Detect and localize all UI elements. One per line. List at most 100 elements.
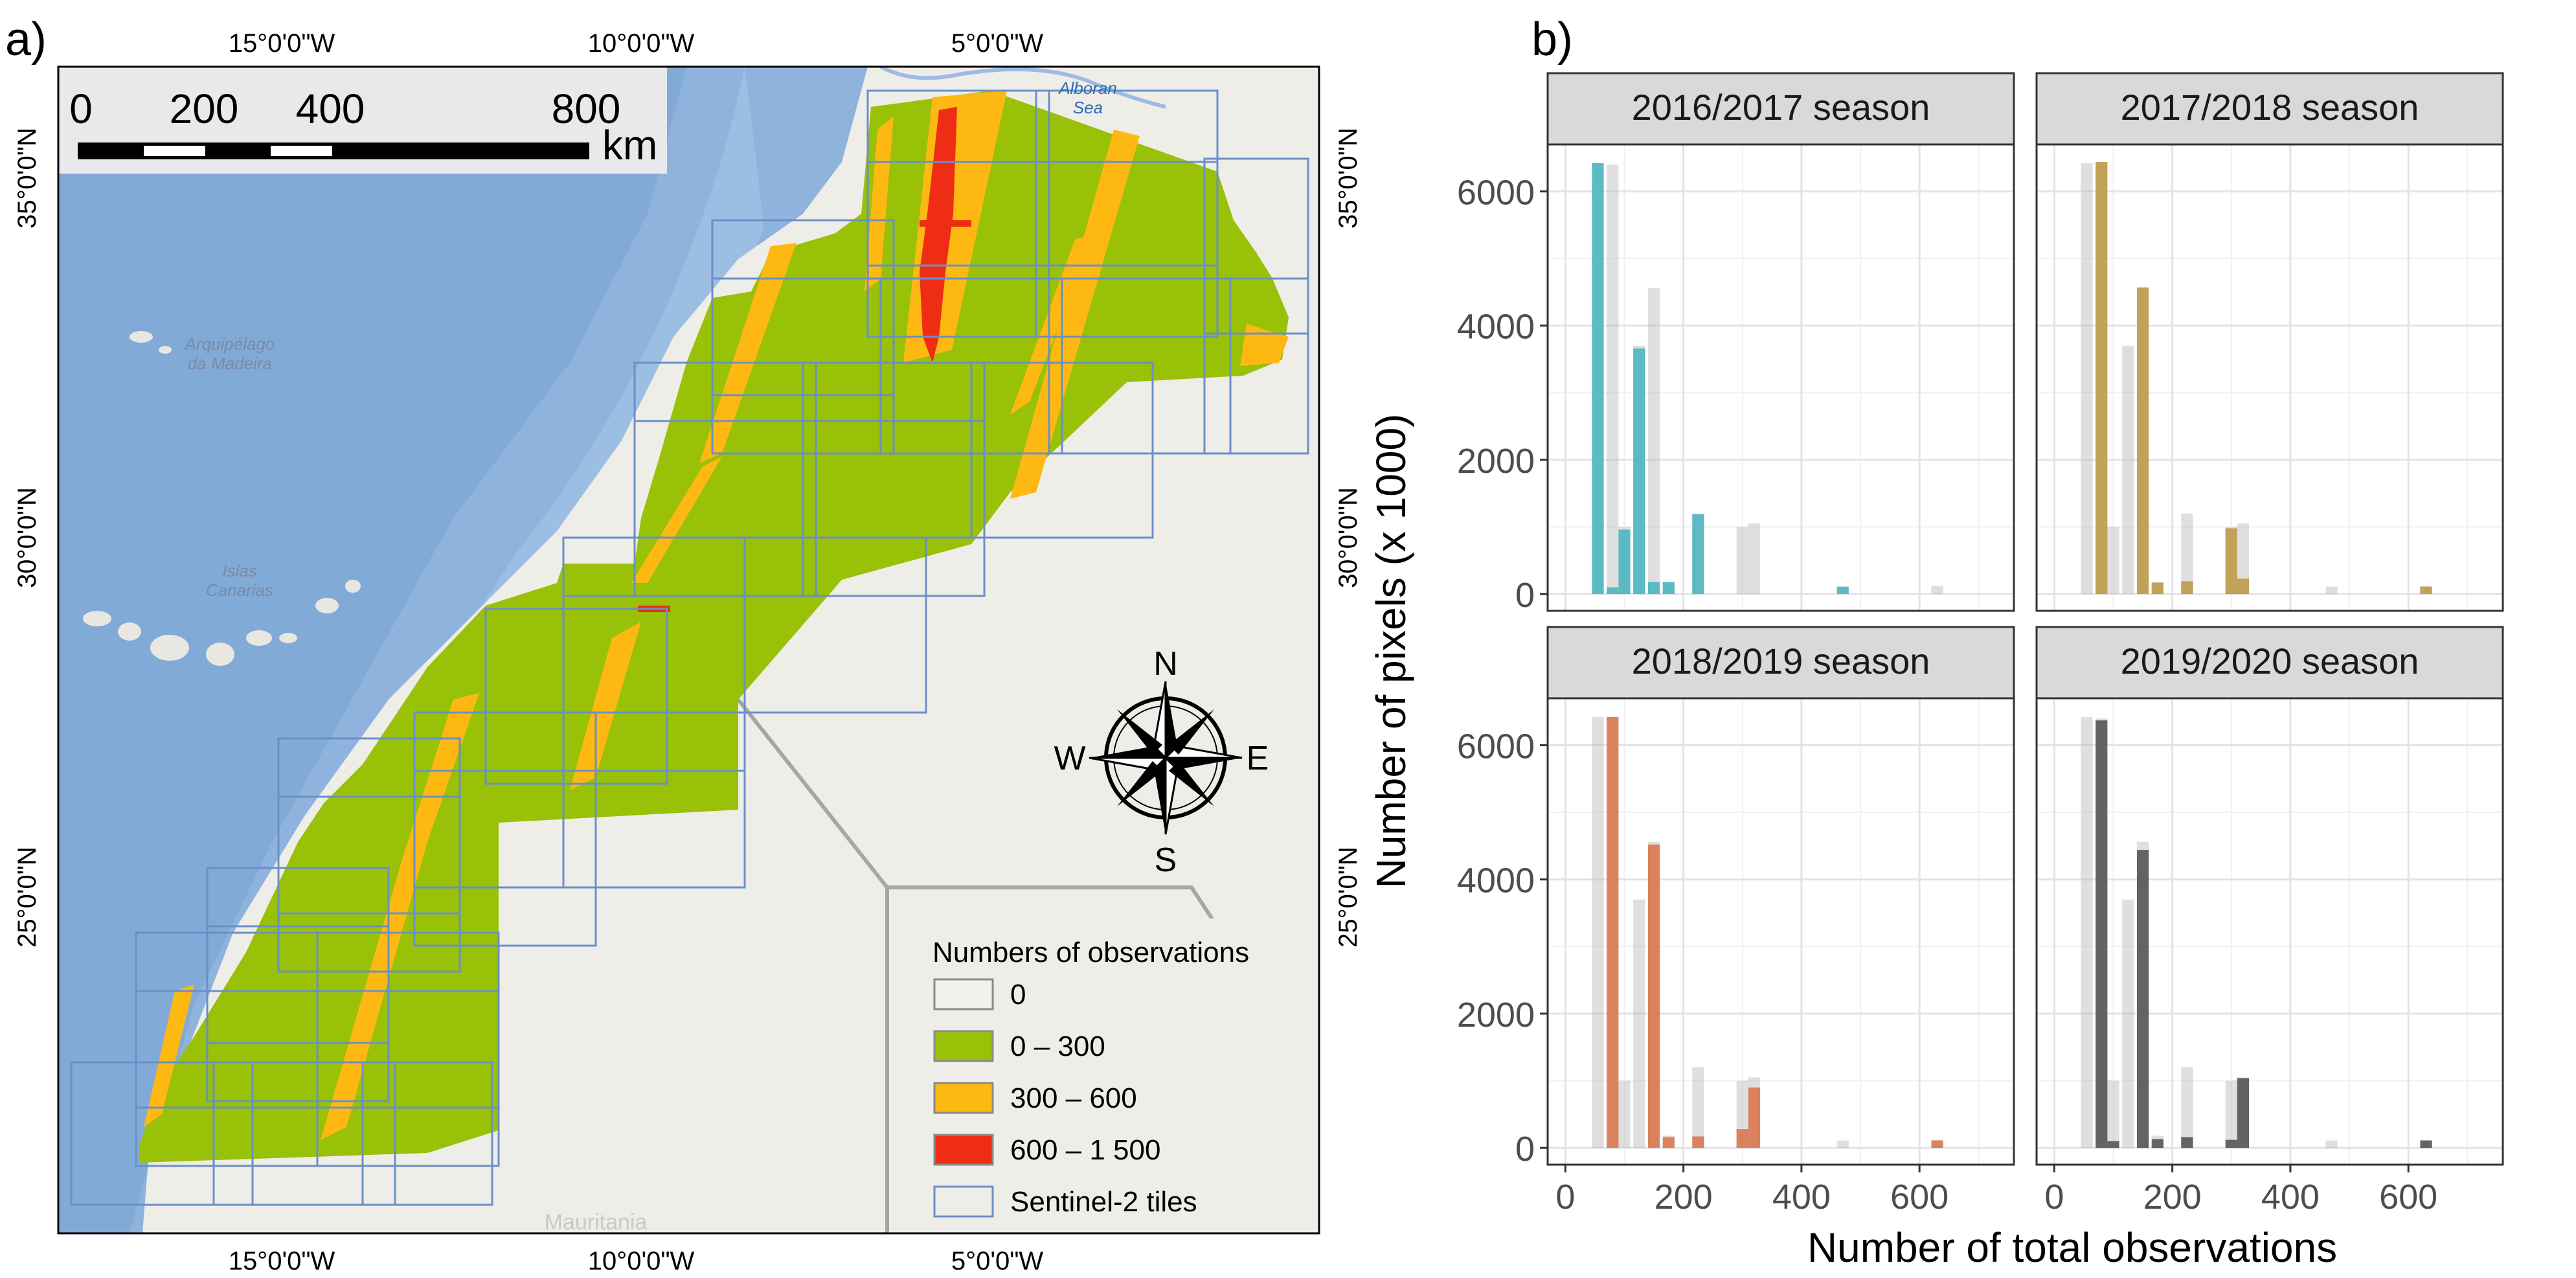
facet-title: 2016/2017 season — [1632, 87, 1930, 128]
x-tick-label: 200 — [2143, 1178, 2202, 1216]
bar-background — [2325, 1140, 2338, 1148]
facet-2: 2017/2018 season — [2035, 72, 2504, 612]
facet-strip — [2035, 72, 2504, 146]
bar-background — [1736, 527, 1748, 595]
legend-label: 0 — [1010, 979, 1026, 1010]
map-border — [57, 65, 1320, 1235]
bar-background — [2181, 1067, 2193, 1148]
bar-season — [1633, 348, 1645, 595]
scale-label-400: 400 — [296, 86, 365, 132]
left-lat-30n: 30°0'0"N — [13, 487, 41, 588]
bar-background — [1692, 1067, 1704, 1148]
x-tick-label: 400 — [2261, 1178, 2320, 1216]
deep-ocean — [58, 67, 686, 1233]
bar-season — [2225, 1139, 2237, 1148]
compass-w: W — [1054, 740, 1085, 777]
facet-title: 2017/2018 season — [2121, 87, 2419, 128]
left-lat-35n: 35°0'0"N — [13, 128, 41, 229]
bottom-lon-10w: 10°0'0"W — [588, 1247, 695, 1275]
bar-background — [1633, 899, 1645, 1148]
facet-3: 2018/2019 season 0 2000 4000 6000 0 200 400 600 — [1457, 626, 2015, 1216]
legend-items: 0 0 – 300 300 – 600 600 – 1 500 Sentinel-2 t… — [933, 978, 1197, 1218]
legend-label: 0 – 300 — [1010, 1031, 1105, 1062]
compass-s: S — [1155, 841, 1177, 879]
scale-label-200: 200 — [170, 86, 239, 132]
bar-season — [2420, 586, 2432, 595]
x-tick-label: 400 — [1772, 1178, 1831, 1216]
panel-a-label: a) — [5, 14, 47, 65]
bar-season — [1692, 514, 1704, 595]
bar-season — [1592, 163, 1604, 595]
bar-background — [2081, 163, 2093, 595]
compass-n: N — [1153, 645, 1178, 683]
map-legend: Numbers of observations 0 0 – 300 300 – 60… — [903, 919, 1319, 1229]
facet-title: 2019/2020 season — [2121, 641, 2419, 681]
y-tick-label: 2000 — [1457, 996, 1535, 1034]
compass-rose: N S E W — [1054, 645, 1269, 879]
bar-season — [2096, 161, 2108, 595]
y-tick-label: 0 — [1515, 1130, 1535, 1169]
bar-season — [2107, 1141, 2119, 1148]
bottom-lon-5w: 5°0'0"W — [951, 1247, 1044, 1275]
zone-0-300 — [139, 91, 1289, 1163]
bar-season — [2225, 528, 2237, 595]
bar-season — [1836, 586, 1849, 595]
left-lat-25n: 25°0'0"N — [13, 847, 41, 948]
bar-season — [1618, 529, 1631, 595]
islands — [83, 331, 361, 666]
y-tick-label: 6000 — [1457, 174, 1535, 212]
right-lat-30n: 30°0'0"N — [1334, 487, 1362, 588]
bar-season — [2237, 1078, 2250, 1148]
top-lon-10w: 10°0'0"W — [588, 29, 695, 58]
bar-season — [1692, 1136, 1704, 1148]
facet-border — [2035, 697, 2504, 1166]
legend-title: Numbers of observations — [932, 937, 1249, 968]
legend-label: 300 – 600 — [1010, 1082, 1137, 1114]
right-lat-25n: 25°0'0"N — [1334, 847, 1362, 948]
x-axis-title: Number of total observations — [1807, 1224, 2337, 1271]
facet-4: 2019/2020 season 0 200 400 600 — [2035, 626, 2504, 1216]
facet-strip — [2035, 626, 2504, 700]
bar-season — [1607, 587, 1619, 595]
bar-season — [2151, 1139, 2164, 1148]
bar-background — [1836, 1140, 1849, 1148]
bar-background — [2122, 899, 2134, 1148]
bar-background — [2225, 1080, 2237, 1148]
scale-bar: 0 200 400 800 km — [58, 67, 667, 174]
top-lon-15w: 15°0'0"W — [229, 29, 335, 58]
scale-unit: km — [602, 122, 657, 168]
x-tick-label: 0 — [2044, 1178, 2064, 1216]
panel-b: b) Number of pixels (x 1000) Number of t… — [1368, 14, 2504, 1271]
bar-season — [2181, 581, 2193, 595]
legend-swatch — [933, 1082, 994, 1114]
bar-background — [1748, 523, 1761, 595]
bar-background — [2107, 1080, 2119, 1148]
facet-plot-area — [2037, 698, 2503, 1165]
y-axis-title: Number of pixels (x 1000) — [1368, 414, 1414, 889]
bar-season — [2096, 720, 2108, 1148]
bar-season — [1647, 844, 1660, 1148]
compass-e: E — [1247, 740, 1269, 777]
bar-season — [1931, 1140, 1943, 1148]
scale-label-800: 800 — [552, 86, 621, 132]
legend-label: 600 – 1 500 — [1010, 1134, 1160, 1166]
top-lon-5w: 5°0'0"W — [951, 29, 1044, 58]
map-frame: Alboran Sea Arquipélago da Madeira Islas Ca… — [58, 67, 1319, 1233]
bar-season — [1736, 1129, 1748, 1148]
bar-background — [2325, 586, 2338, 595]
right-lat-35n: 35°0'0"N — [1334, 128, 1362, 229]
bar-background — [1618, 1080, 1631, 1148]
legend-swatch — [933, 1185, 994, 1218]
bar-background — [2081, 717, 2093, 1148]
scale-label-0: 0 — [69, 86, 93, 132]
x-tick-label: 600 — [2379, 1178, 2437, 1216]
bar-season — [2136, 287, 2149, 595]
sentinel-tiles — [70, 89, 1309, 1206]
y-tick-label: 2000 — [1457, 442, 1535, 481]
x-tick-label: 600 — [1890, 1178, 1949, 1216]
facet-strip — [1546, 626, 2015, 700]
label-canarias: Islas Canarias — [206, 561, 273, 600]
bar-background — [2107, 527, 2119, 595]
